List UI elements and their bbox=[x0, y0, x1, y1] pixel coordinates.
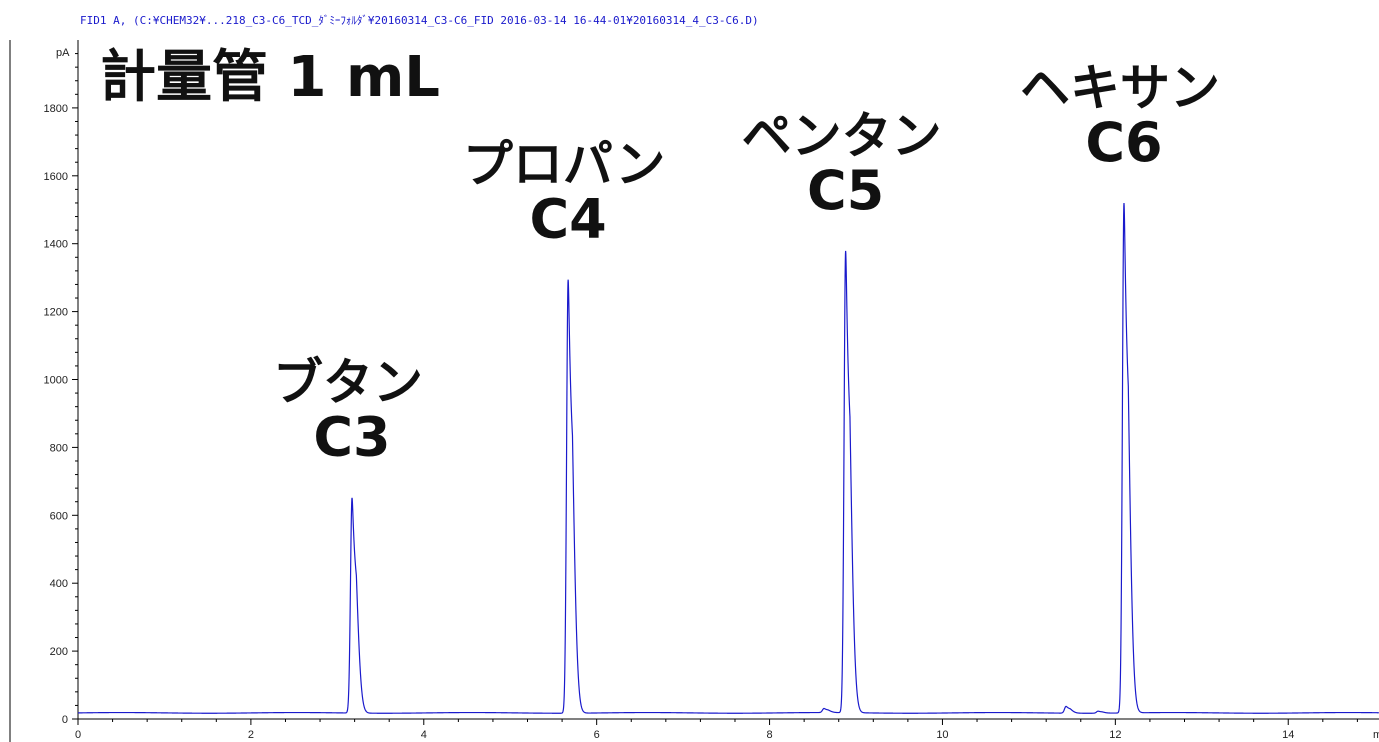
peak-code-label: C3 bbox=[313, 406, 390, 469]
peak-code-label: C4 bbox=[530, 187, 607, 250]
x-tick-label: 4 bbox=[421, 729, 427, 741]
peak-name-label: プロパン bbox=[463, 135, 666, 193]
x-tick-label: 0 bbox=[75, 729, 81, 741]
y-tick-label: 0 bbox=[62, 714, 68, 726]
y-tick-label: 1200 bbox=[44, 307, 68, 319]
peak-name-label: ヘキサン bbox=[1020, 59, 1220, 117]
y-tick-label: 600 bbox=[50, 510, 68, 522]
x-tick-label: 6 bbox=[594, 729, 600, 741]
file-info-header: FID1 A, (C:¥CHEM32¥...218_C3-C6_TCD_ﾀﾞﾐｰ… bbox=[80, 14, 759, 27]
peak-code-label: C5 bbox=[807, 159, 884, 222]
chart-title: 計量管 1 mL bbox=[100, 45, 440, 110]
y-tick-label: 400 bbox=[50, 578, 68, 590]
x-tick-label: 8 bbox=[766, 729, 772, 741]
x-tick-label: 2 bbox=[248, 729, 254, 741]
y-tick-label: 800 bbox=[50, 442, 68, 454]
y-tick-label: 200 bbox=[50, 646, 68, 658]
fid-signal-trace bbox=[78, 202, 1379, 714]
peak-name-label: ペンタン bbox=[742, 107, 942, 165]
y-axis-unit-label: pA bbox=[56, 47, 70, 59]
x-tick-label: 10 bbox=[936, 729, 948, 741]
tick-labels: 0 200 400 600 800 1000 1200 1400 1600 1800 0 2 4 6 8 10… bbox=[44, 103, 1379, 741]
y-tick-label: 1400 bbox=[44, 239, 68, 251]
tick-marks bbox=[72, 53, 1358, 725]
y-tick-label: 1800 bbox=[44, 103, 68, 115]
peak-name-label: ブタン bbox=[273, 354, 423, 412]
y-tick-label: 1000 bbox=[44, 375, 68, 387]
axes bbox=[9, 40, 1379, 742]
x-axis-unit-label: m bbox=[1373, 729, 1379, 741]
x-tick-label: 14 bbox=[1282, 729, 1294, 741]
peak-code-label: C6 bbox=[1085, 111, 1162, 174]
y-tick-label: 1600 bbox=[44, 171, 68, 183]
x-tick-label: 12 bbox=[1109, 729, 1121, 741]
